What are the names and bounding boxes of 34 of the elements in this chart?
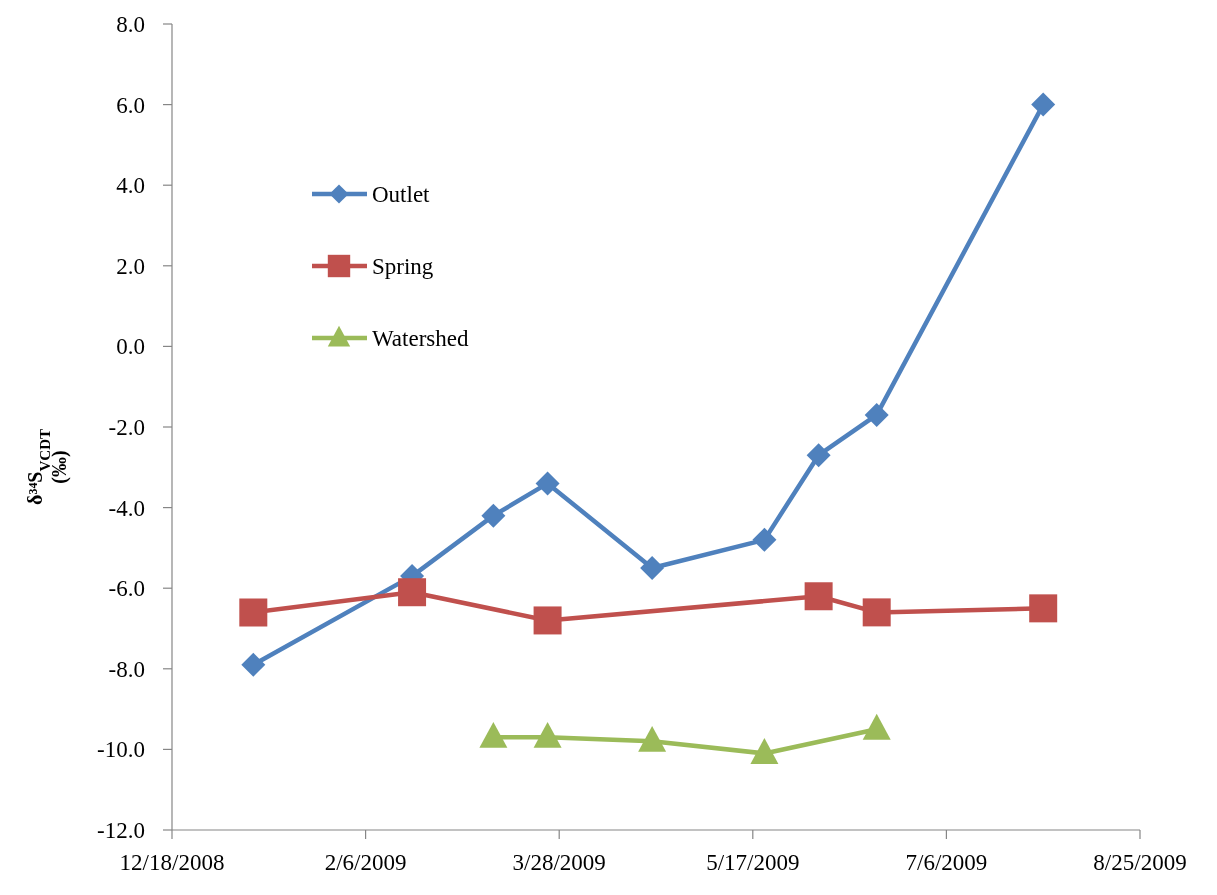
- y-tick-label: -6.0: [108, 576, 145, 602]
- point: [862, 598, 891, 627]
- point: [239, 598, 268, 627]
- legend-label: Spring: [372, 254, 434, 280]
- point: [398, 578, 427, 607]
- x-tick-label: 2/6/2009: [324, 850, 407, 875]
- y-tick-label: 8.0: [116, 12, 145, 38]
- x-tick-label: 12/18/2008: [119, 850, 225, 875]
- y-tick-label: 0.0: [116, 334, 145, 360]
- y-tick-label: -2.0: [108, 415, 145, 441]
- point: [806, 443, 831, 468]
- legend-label: Watershed: [372, 326, 469, 352]
- x-tick-label: 3/28/2009: [512, 850, 606, 875]
- point: [804, 582, 833, 611]
- point: [864, 402, 889, 427]
- point: [752, 527, 777, 552]
- point: [1031, 92, 1056, 117]
- y-tick-label: 6.0: [116, 92, 145, 118]
- x-tick-label: 5/17/2009: [706, 850, 800, 875]
- y-tick-label: 4.0: [116, 173, 145, 199]
- y-tick-label: -4.0: [108, 495, 145, 521]
- x-tick-label: 8/25/2009: [1093, 850, 1187, 875]
- point: [481, 503, 506, 528]
- point: [533, 606, 562, 635]
- y-tick-label: -12.0: [97, 818, 145, 844]
- point: [535, 471, 560, 496]
- y-tick-label: -8.0: [108, 656, 145, 682]
- legend-label: Outlet: [372, 182, 431, 208]
- x-tick-label: 7/6/2009: [905, 850, 988, 875]
- y-tick-label: 2.0: [116, 253, 145, 279]
- point: [640, 556, 665, 581]
- point: [241, 652, 266, 677]
- y-tick-label: -10.0: [97, 737, 145, 763]
- point: [1029, 594, 1058, 623]
